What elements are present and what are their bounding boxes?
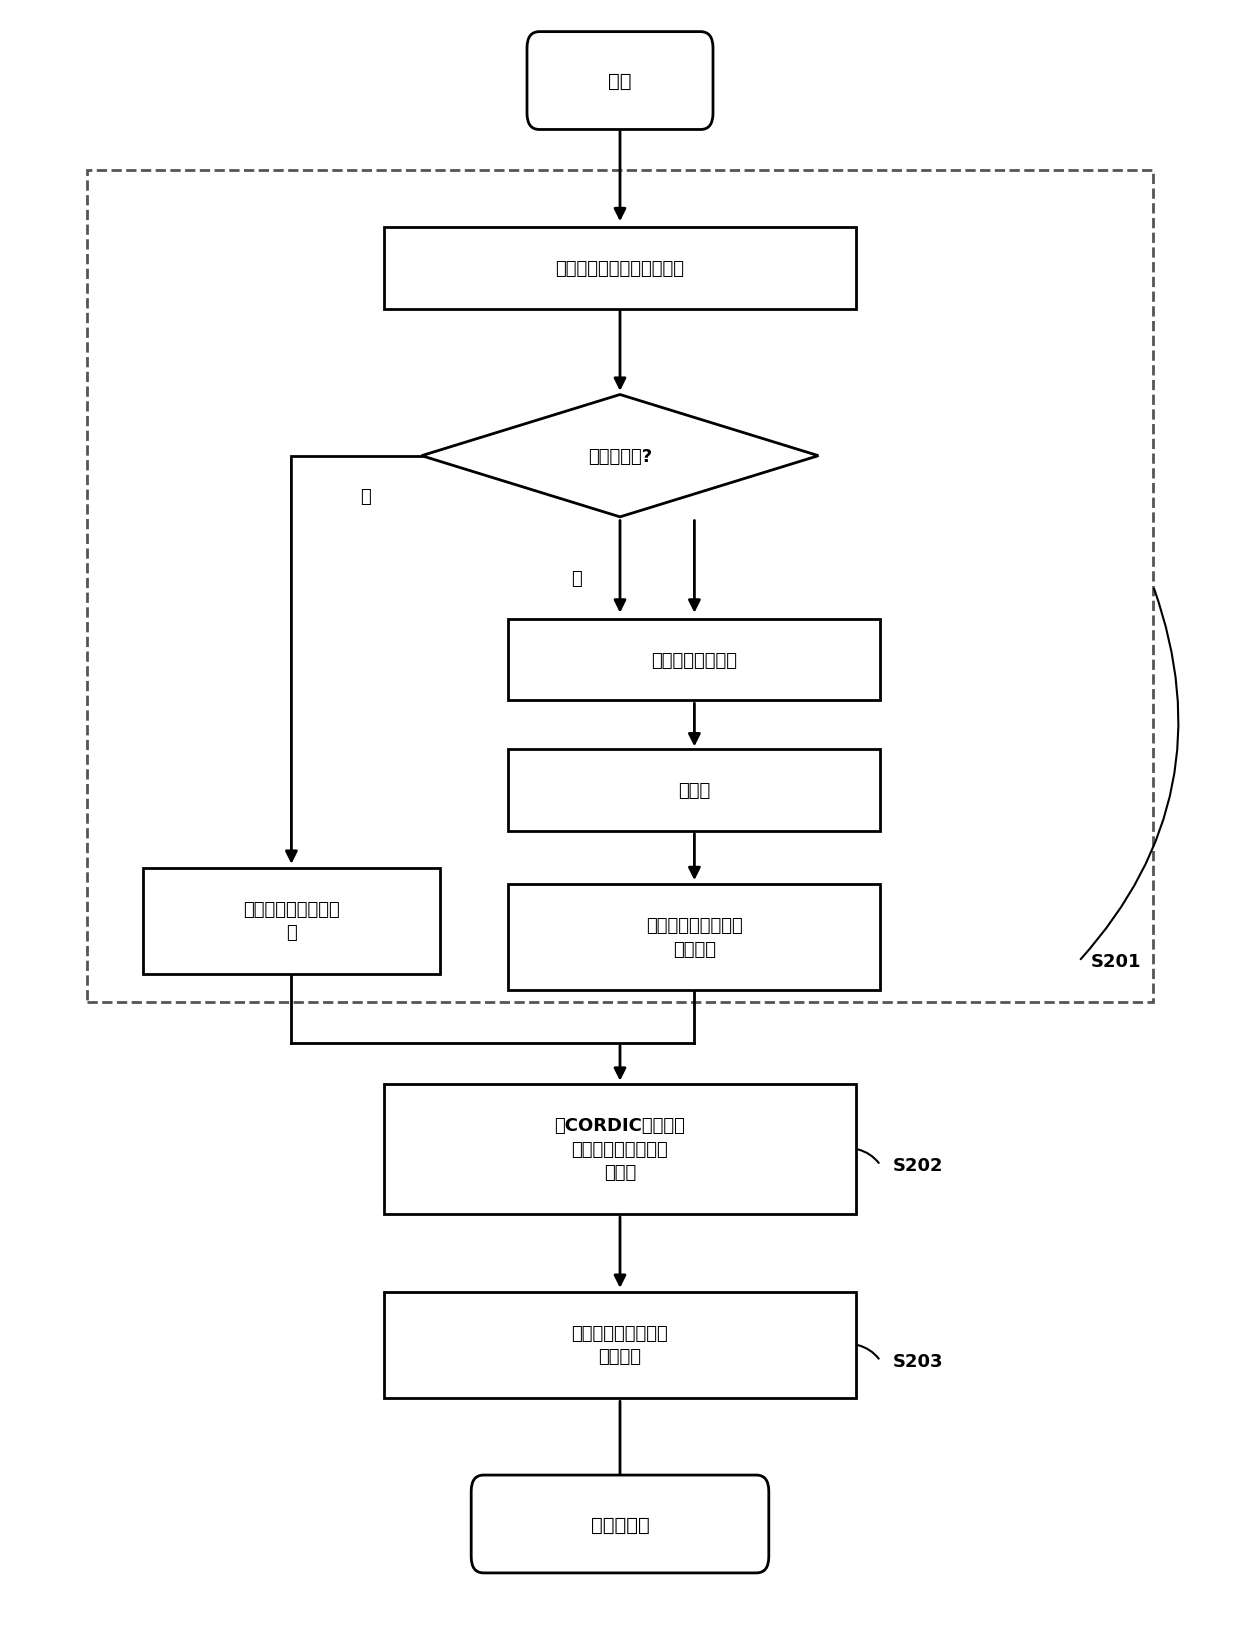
Text: 抗混叠低通滤波器: 抗混叠低通滤波器 [651, 650, 738, 670]
Text: 开始: 开始 [609, 72, 631, 91]
FancyBboxPatch shape [384, 1084, 856, 1214]
FancyArrowPatch shape [858, 1149, 879, 1164]
Text: 存储第三窗函数系数
表: 存储第三窗函数系数 表 [243, 900, 340, 942]
Text: 初始化结束: 初始化结束 [590, 1514, 650, 1534]
Text: 做CORDIC运算，生
成并存储前旋和后旋
系数表: 做CORDIC运算，生 成并存储前旋和后旋 系数表 [554, 1117, 686, 1182]
Text: 第一采样率?: 第一采样率? [588, 447, 652, 466]
Text: 是: 是 [361, 487, 371, 507]
Text: 第二窗函数系数表差分解码: 第二窗函数系数表差分解码 [556, 259, 684, 279]
FancyBboxPatch shape [508, 883, 880, 991]
Text: S203: S203 [893, 1351, 944, 1371]
Text: 重采样: 重采样 [678, 781, 711, 800]
FancyArrowPatch shape [1080, 590, 1178, 960]
Polygon shape [422, 396, 818, 518]
FancyBboxPatch shape [471, 1475, 769, 1573]
Text: S202: S202 [893, 1156, 944, 1175]
FancyArrowPatch shape [858, 1345, 879, 1359]
Text: 对第二重采样系数表
合并数据: 对第二重采样系数表 合并数据 [572, 1324, 668, 1366]
Text: 生成并存储第四窗函
数系数表: 生成并存储第四窗函 数系数表 [646, 916, 743, 958]
FancyBboxPatch shape [508, 619, 880, 701]
FancyBboxPatch shape [508, 750, 880, 831]
FancyBboxPatch shape [527, 33, 713, 130]
FancyBboxPatch shape [384, 228, 856, 310]
FancyBboxPatch shape [384, 1291, 856, 1399]
FancyBboxPatch shape [143, 867, 440, 975]
Text: 否: 否 [572, 569, 582, 588]
Text: S201: S201 [1091, 952, 1142, 971]
